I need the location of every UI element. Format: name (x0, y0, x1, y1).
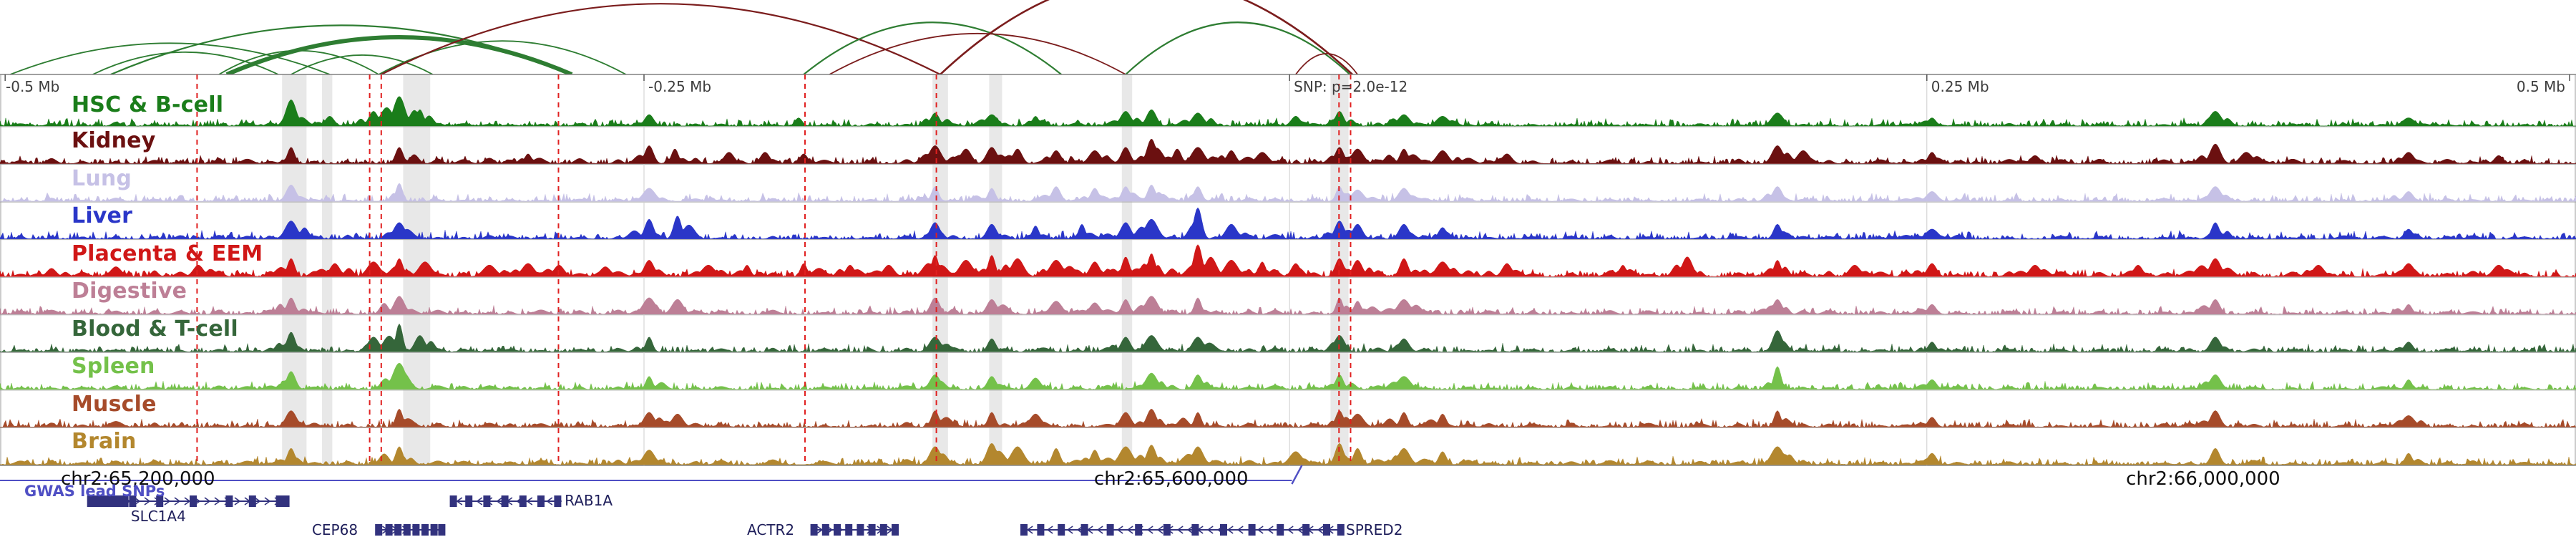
snp-dashed-lines-layer (196, 74, 1352, 465)
gene-label-actr2: ACTR2 (747, 521, 795, 537)
signal-tracks-layer (0, 96, 2576, 465)
coordinate-label-center: chr2:65,600,000 (1093, 468, 1249, 490)
ruler-tick-label-0-5mb: 0.5 Mb (2516, 78, 2565, 95)
grid-layer (0, 74, 2576, 466)
gene-models-layer (87, 495, 1345, 536)
gene-label-cep68: CEP68 (311, 521, 358, 537)
track-label-lung: Lung (72, 165, 132, 191)
interaction-arcs-layer (10, 0, 1358, 74)
track-label-muscle: Muscle (72, 391, 157, 417)
track-label-liver: Liver (72, 203, 133, 229)
ruler-tick-label-snp-pvalue: SNP: p=2.0e-12 (1294, 78, 1408, 95)
track-label-brain: Brain (72, 429, 137, 455)
gwas-track-layer (0, 465, 1303, 485)
track-label-kidney: Kidney (72, 128, 156, 153)
gene-label-spred2: SPRED2 (1346, 521, 1403, 537)
coordinate-label-right: chr2:66,000,000 (2126, 468, 2280, 490)
track-label-digestive: Digestive (72, 279, 187, 304)
track-label-spleen: Spleen (72, 354, 155, 379)
gwas-track-label: GWAS lead SNPs (24, 483, 165, 500)
gene-label-rab1a: RAB1A (565, 492, 613, 509)
ruler-tick-label-0-25mb: 0.25 Mb (1931, 78, 1989, 95)
ruler-tick-label-minus-0-5mb: -0.5 Mb (6, 78, 60, 95)
ruler-tick-label-minus-0-25mb: -0.25 Mb (648, 78, 712, 95)
coordinate-label-left: chr2:65,200,000 (60, 468, 215, 490)
track-label-blood-t-cell: Blood & T-cell (72, 316, 238, 342)
gene-label-slc1a4: SLC1A4 (130, 508, 186, 525)
track-label-hsc-b-cell: HSC & B-cell (72, 92, 224, 117)
track-label-placenta-eem: Placenta & EEM (72, 241, 263, 266)
